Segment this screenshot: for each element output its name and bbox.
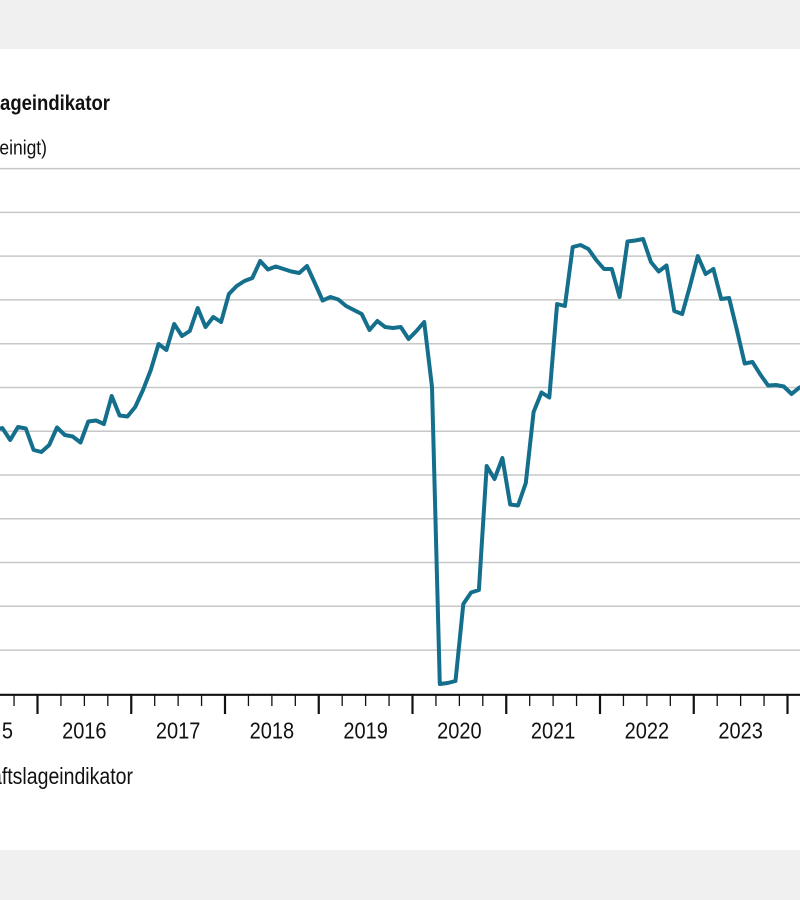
svg-text:2017: 2017 [156,717,200,744]
svg-text:(saisonbereinigt): (saisonbereinigt) [0,137,47,160]
svg-text:2018: 2018 [250,717,294,744]
svg-text:2019: 2019 [343,717,387,744]
svg-text:2022: 2022 [625,717,669,744]
svg-text:2016: 2016 [62,717,106,744]
svg-text:2023: 2023 [718,717,762,744]
svg-text:2020: 2020 [437,717,481,744]
svg-text:Geschäftslageindikator: Geschäftslageindikator [0,765,133,790]
svg-text:2021: 2021 [531,717,575,744]
svg-text:5: 5 [2,717,13,744]
svg-text:Geschäftslageindikator: Geschäftslageindikator [0,92,110,116]
